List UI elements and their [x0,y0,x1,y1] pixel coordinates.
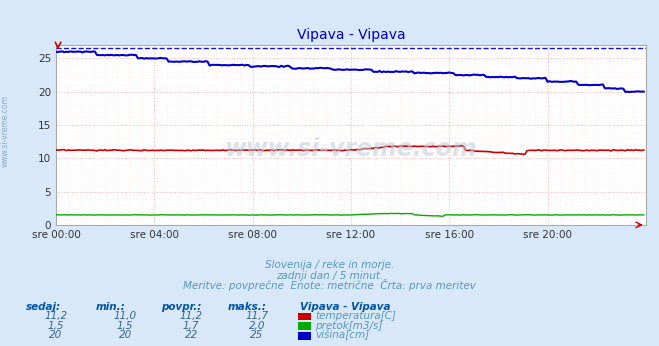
Text: temperatura[C]: temperatura[C] [315,311,396,321]
Text: pretok[m3/s]: pretok[m3/s] [315,321,382,331]
Text: 11,7: 11,7 [245,311,269,321]
Text: 1,5: 1,5 [117,321,134,331]
Title: Vipava - Vipava: Vipava - Vipava [297,28,405,43]
Text: 1,7: 1,7 [183,321,200,331]
Text: min.:: min.: [96,302,125,312]
Text: povpr.:: povpr.: [161,302,202,312]
Text: Meritve: povprečne  Enote: metrične  Črta: prva meritev: Meritve: povprečne Enote: metrične Črta:… [183,279,476,291]
Text: 22: 22 [185,330,198,340]
Text: 20: 20 [119,330,132,340]
Text: 20: 20 [49,330,63,340]
Text: 2,0: 2,0 [248,321,266,331]
Text: Vipava - Vipava: Vipava - Vipava [300,302,390,312]
Text: sedaj:: sedaj: [26,302,61,312]
Text: 11,2: 11,2 [44,311,68,321]
Text: 11,0: 11,0 [113,311,137,321]
Text: 1,5: 1,5 [47,321,65,331]
Text: 11,2: 11,2 [179,311,203,321]
Text: Slovenija / reke in morje.: Slovenija / reke in morje. [265,260,394,270]
Text: zadnji dan / 5 minut.: zadnji dan / 5 minut. [276,271,383,281]
Text: 25: 25 [250,330,264,340]
Text: višina[cm]: višina[cm] [315,330,369,340]
Text: www.si-vreme.com: www.si-vreme.com [225,137,477,161]
Text: maks.:: maks.: [227,302,266,312]
Text: www.si-vreme.com: www.si-vreme.com [1,95,10,167]
